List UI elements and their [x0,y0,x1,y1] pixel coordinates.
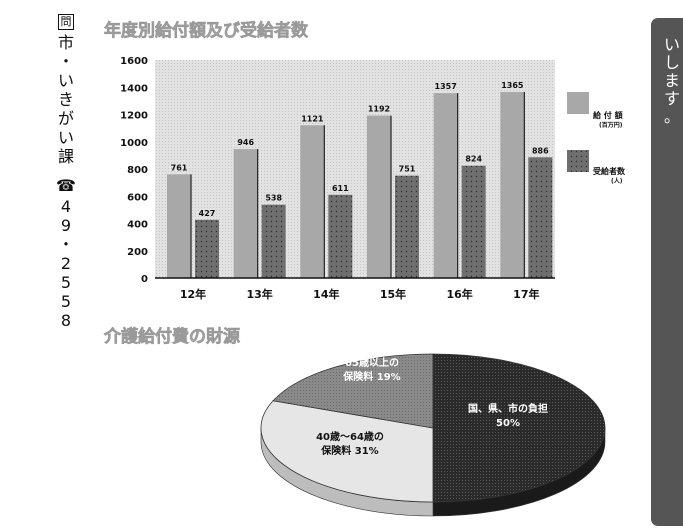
pie-slice-label: 65歳以上の [345,356,399,369]
bar-payment [433,93,458,278]
y-tick-label: 1200 [120,111,148,122]
bar-recipients [328,194,353,278]
x-category-label: 15年 [380,287,406,301]
bar-data-label: 538 [265,194,282,203]
bar-data-label: 946 [237,138,254,147]
x-category-label: 13年 [247,287,273,301]
pie-slice-label: 国、県、市の負担 [468,402,548,415]
contact-column: 問 市・いきがい課 ☎ 4 9 ・ 2 5 5 8 [56,10,76,330]
pie-slice [260,400,434,503]
department-char: い [57,71,74,90]
bar-series: 761 427 946 538 1121 611 1192 751 1357 824 1365 886 [167,81,553,278]
bar-payment [367,115,391,278]
legend-unit-recipients: (人) [611,177,623,185]
legend-swatch-payment [567,92,589,114]
side-panel-char: す [663,89,680,108]
bar-payment [300,125,325,278]
y-tick-label: 0 [141,274,148,285]
x-axis: 12年 13年 14年 15年 16年 17年 [180,287,540,301]
y-tick-label: 200 [127,247,148,258]
bar-data-label: 427 [199,209,216,218]
y-tick-label: 600 [127,192,148,203]
phone-char: 5 [60,273,72,292]
bar-data-label: 1192 [368,105,390,114]
bar-data-label: 1357 [435,82,457,91]
legend: 給 付 額 (百万円) 受給者数 (人) [567,92,626,185]
bar-payment [233,149,258,278]
department-char: 課 [57,147,74,166]
bar-payment [500,92,525,278]
side-panel: いします。 [651,18,683,526]
x-category-label: 12年 [180,287,206,301]
x-category-label: 17年 [513,287,539,301]
phone-char: 9 [60,216,72,235]
side-panel-char: 。 [663,107,680,126]
pie-slice-value: 50% [496,418,520,429]
y-axis: 0 200 400 600 800 1000 1200 1400 1600 [120,56,148,285]
y-tick-label: 800 [127,165,148,176]
bar-data-label: 824 [465,155,482,164]
legend-swatch-recipients [567,150,589,172]
pie-slice-value: 保険料 19% [342,370,400,383]
department-name: 市・いきがい課 [56,33,76,166]
pie-slice-label: 40歳～64歳の [316,430,384,443]
pie-slice-value: 保険料 31% [320,444,378,457]
phone-char: 8 [60,311,72,330]
bar-recipients [528,157,553,278]
phone-char: 5 [60,292,72,311]
bar-recipients [395,175,419,278]
inquiry-mark: 問 [58,14,74,30]
phone-char: 4 [60,197,72,216]
bar-plot-area [155,60,555,278]
side-panel-char: し [663,53,680,72]
side-panel-char: ま [663,71,680,90]
side-panel-text: いします。 [663,36,681,126]
legend-unit-payment: (百万円) [599,121,623,129]
y-tick-label: 1600 [120,56,148,67]
pie-chart-title: 介護給付費の財源 [103,326,240,347]
bar-data-label: 1365 [501,81,524,90]
bar-recipients [261,204,286,278]
department-char: き [57,90,74,109]
x-category-label: 16年 [447,287,473,301]
department-char: ・ [57,52,74,71]
bar-data-label: 1121 [301,114,324,123]
bar-payment [167,174,191,278]
bar-data-label: 886 [532,146,549,155]
department-char: が [57,109,74,128]
bar-recipients [461,165,486,278]
legend-label-payment: 給 付 額 [593,110,623,120]
phone-char: ・ [57,235,74,254]
phone-number: 4 9 ・ 2 5 5 8 [56,197,76,330]
x-category-label: 14年 [313,287,339,301]
phone-char: 2 [60,254,72,273]
y-tick-label: 1000 [120,138,148,149]
bar-recipients [195,219,219,278]
bar-chart-title: 年度別給付額及び受給者数 [104,20,309,41]
legend-label-recipients: 受給者数 [593,166,626,176]
y-tick-label: 400 [127,220,148,231]
y-tick-label: 1400 [120,83,148,94]
side-panel-char: い [663,35,680,54]
bar-data-label: 761 [171,163,188,172]
bar-data-label: 611 [332,184,349,193]
phone-icon: ☎ [56,176,76,195]
pie-slice [272,353,434,429]
bar-data-label: 751 [399,165,416,174]
department-char: 市 [57,33,74,52]
department-char: い [57,128,74,147]
pie-slice [432,353,606,503]
